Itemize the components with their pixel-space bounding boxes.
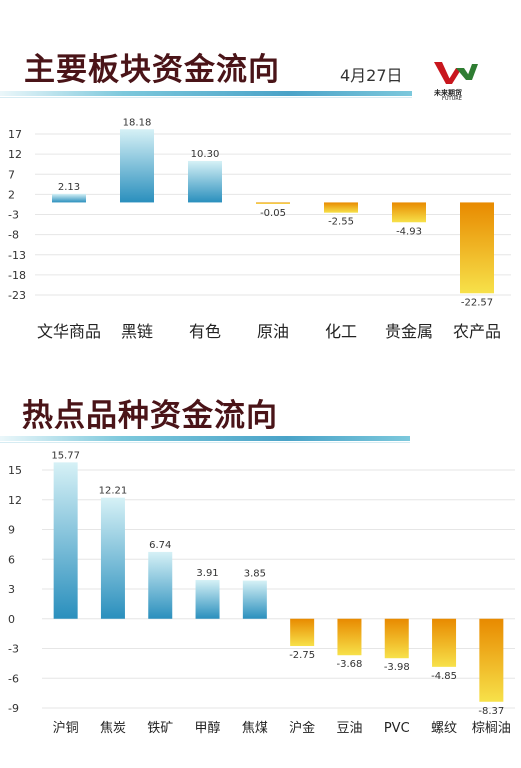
bar-7	[337, 618, 362, 656]
logo-name: 未来期货	[434, 89, 462, 97]
y-tick-label: 3	[8, 583, 15, 596]
bar-4	[256, 202, 290, 204]
y-tick-label: 6	[8, 553, 15, 566]
data-label: -3.68	[337, 659, 363, 670]
data-label: -8.37	[478, 706, 504, 717]
y-tick-label: -23	[8, 289, 26, 302]
y-tick-label: 12	[8, 494, 22, 507]
category-label: 甲醇	[195, 720, 221, 736]
category-label: 棕榈油	[472, 721, 511, 736]
bar-6	[290, 618, 315, 647]
y-tick-label: -3	[8, 209, 19, 222]
data-label: 6.74	[149, 540, 171, 551]
data-label: 3.91	[196, 568, 218, 579]
category-label: 焦煤	[242, 721, 268, 736]
y-tick-label: -3	[8, 643, 19, 656]
data-label: 3.85	[244, 569, 266, 580]
section2-header-bar	[0, 436, 410, 443]
category-label: 沪铜	[53, 720, 79, 736]
bar-2	[120, 129, 154, 203]
logo-sub: FUTURE	[442, 96, 462, 102]
category-label: 豆油	[336, 721, 362, 736]
data-label: -22.57	[461, 297, 493, 308]
data-label: 15.77	[51, 450, 80, 461]
category-label: 沪金	[289, 720, 315, 736]
data-label: 18.18	[123, 117, 152, 128]
category-label: PVC	[384, 721, 410, 736]
bar-5	[242, 580, 267, 619]
y-tick-label: 12	[8, 148, 22, 161]
category-label: 有色	[189, 322, 221, 341]
chart-sector-flows: 17 12 7 2 -3 -8 -13 -18 -23 2.13 文华商品 18.18 黑链 10.30 有…	[8, 117, 511, 341]
bar-8	[384, 618, 409, 659]
data-label: 10.30	[191, 149, 220, 160]
y-tick-label: 7	[8, 168, 15, 181]
chart-hot-commodity-flows: 15 12 9 6 3 0 -3 -6 -9 15.77 沪铜 12.21 焦炭 6.74 铁矿 3.91 甲醇…	[8, 450, 515, 736]
data-label: -3.98	[384, 662, 410, 673]
bar-1	[53, 462, 78, 619]
section2-title: 热点品种资金流向	[22, 398, 278, 434]
y-tick-label: -6	[8, 672, 19, 685]
company-logo: 未来期货 FUTURE	[432, 60, 480, 102]
y-tick-label: -18	[8, 269, 26, 282]
y-tick-label: 15	[8, 464, 22, 477]
bar-3	[188, 160, 222, 203]
logo-mark-icon	[434, 62, 478, 84]
y-tick-label: 9	[8, 524, 15, 537]
section1-title: 主要板块资金流向	[24, 52, 280, 88]
bar-3	[148, 551, 173, 619]
data-label: -4.85	[431, 671, 457, 682]
bar-6	[392, 202, 426, 223]
category-label: 贵金属	[385, 322, 433, 341]
data-label: 12.21	[99, 486, 128, 497]
category-label: 化工	[325, 322, 357, 341]
y-tick-label: -13	[8, 249, 26, 262]
bar-5	[324, 202, 358, 213]
category-label: 焦炭	[100, 721, 126, 736]
date-label: 4月27日	[340, 66, 403, 85]
y-tick-label: 2	[8, 188, 15, 201]
bar-7	[460, 202, 494, 294]
bar-4	[195, 579, 220, 619]
y-tick-label: -9	[8, 702, 19, 715]
y-tick-label: 0	[8, 613, 15, 626]
y-tick-label: -8	[8, 229, 19, 242]
data-label: -0.05	[260, 208, 286, 219]
bar-1	[52, 193, 86, 203]
data-label: -2.75	[289, 650, 315, 661]
category-label: 黑链	[121, 322, 153, 341]
category-label: 铁矿	[147, 721, 173, 736]
category-label: 螺纹	[431, 721, 457, 736]
y-tick-label: 17	[8, 128, 22, 141]
bar-10	[479, 618, 504, 702]
section1-header-bar	[0, 91, 412, 98]
bar-9	[432, 618, 457, 667]
category-label: 农产品	[453, 322, 501, 341]
category-label: 文华商品	[37, 322, 101, 341]
bar-2	[100, 497, 125, 619]
category-label: 原油	[257, 322, 289, 341]
data-label: -4.93	[396, 226, 422, 237]
data-label: 2.13	[58, 182, 80, 193]
data-label: -2.55	[328, 217, 354, 228]
